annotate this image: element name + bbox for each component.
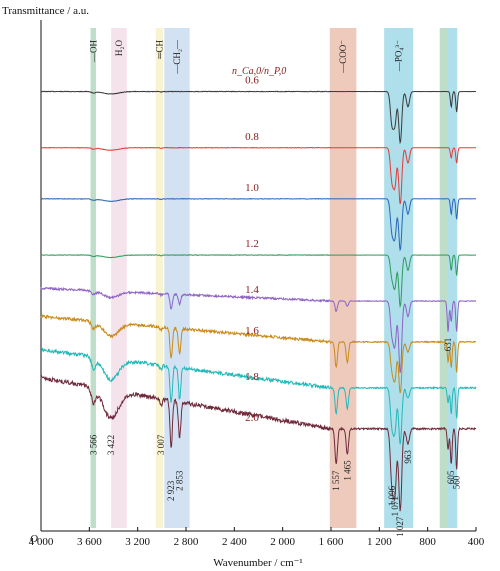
peak-label-6: 1 465 bbox=[342, 460, 352, 481]
series-label-0.8: 0.8 bbox=[245, 131, 259, 143]
series-line-1.0 bbox=[40, 197, 477, 252]
series-label-2.0: 2.0 bbox=[245, 412, 259, 424]
series-line-0.6 bbox=[40, 90, 477, 145]
x-tick-label-7: 1 200 bbox=[367, 536, 392, 548]
x-tick-label-6: 1 600 bbox=[319, 536, 344, 548]
peak-label-10: 963 bbox=[403, 450, 413, 464]
y-axis-title: Transmittance / a.u. bbox=[2, 5, 89, 17]
peak-label-9: 1 027 bbox=[395, 516, 405, 537]
x-tick-label-0: 4 000 bbox=[29, 536, 54, 548]
peak-label-4: 2 853 bbox=[175, 470, 185, 491]
x-tick-label-9: 400 bbox=[468, 536, 485, 548]
spectra-series bbox=[40, 90, 477, 512]
series-label-0.6: 0.6 bbox=[245, 75, 259, 87]
band-0 bbox=[90, 28, 96, 528]
series-line-2.0 bbox=[40, 374, 477, 512]
band-label-5: —PO₄³⁻ bbox=[394, 40, 404, 72]
series-line-0.8 bbox=[40, 146, 477, 205]
band-6 bbox=[439, 28, 447, 528]
band-7 bbox=[447, 28, 458, 528]
legend: n_Ca,0/n_P,0 bbox=[232, 66, 286, 77]
x-ticks: 4 000 3 600 3 200 2 800 2 400 2 000 1 600 1 200… bbox=[29, 527, 485, 548]
peak-label-5: 1 557 bbox=[331, 470, 341, 491]
peak-label-13: 560 bbox=[452, 475, 462, 489]
series-line-1.8 bbox=[40, 347, 477, 445]
series-labels: 0.6 0.8 1.0 1.2 1.4 1.6 1.8 2.0 bbox=[245, 75, 259, 424]
axes: Transmittance / a.u. O Wavenumber / cm⁻¹ bbox=[2, 5, 476, 569]
band-2 bbox=[155, 28, 164, 528]
x-tick-label-3: 2 800 bbox=[174, 536, 199, 548]
series-label-1.8: 1.8 bbox=[245, 371, 259, 383]
series-line-1.2 bbox=[40, 254, 477, 308]
x-axis-title: Wavenumber / cm⁻¹ bbox=[213, 557, 302, 569]
series-label-1.2: 1.2 bbox=[245, 238, 259, 250]
origin-label: O bbox=[30, 533, 38, 545]
peak-label-3: 2 923 bbox=[166, 480, 176, 501]
x-tick-label-8: 800 bbox=[419, 536, 436, 548]
band-label-4: —COO⁻ bbox=[338, 40, 348, 74]
x-tick-label-1: 3 600 bbox=[77, 536, 102, 548]
peak-label-8: 1 071 bbox=[390, 496, 400, 516]
series-label-1.0: 1.0 bbox=[245, 182, 259, 194]
band-labels: —OH H₂O ═CH —CH₂— —COO⁻ —PO₄³⁻ bbox=[88, 39, 403, 75]
legend-title: n_Ca,0/n_P,0 bbox=[232, 66, 286, 77]
series-label-1.4: 1.4 bbox=[245, 284, 259, 296]
peak-label-12: 605 bbox=[446, 470, 456, 484]
band-3 bbox=[164, 28, 190, 528]
band-label-1: H₂O bbox=[114, 40, 124, 57]
series-line-1.4 bbox=[40, 286, 477, 373]
peak-label-2: 3 007 bbox=[156, 434, 166, 455]
series-label-1.6: 1.6 bbox=[245, 325, 259, 337]
band-label-2: ═CH bbox=[154, 40, 164, 60]
x-tick-label-5: 2 000 bbox=[270, 536, 295, 548]
band-label-0: —OH bbox=[88, 40, 98, 63]
band-4 bbox=[329, 28, 357, 528]
peak-label-0: 3 566 bbox=[88, 434, 98, 455]
peak-label-1: 3 422 bbox=[106, 435, 116, 455]
peak-label-11: 631 bbox=[443, 338, 453, 352]
x-tick-label-2: 3 200 bbox=[125, 536, 150, 548]
series-line-1.6 bbox=[40, 313, 477, 394]
peak-label-7: 1 096 bbox=[387, 485, 397, 506]
band-label-3: —CH₂— bbox=[172, 39, 182, 75]
x-tick-label-4: 2 400 bbox=[222, 536, 247, 548]
